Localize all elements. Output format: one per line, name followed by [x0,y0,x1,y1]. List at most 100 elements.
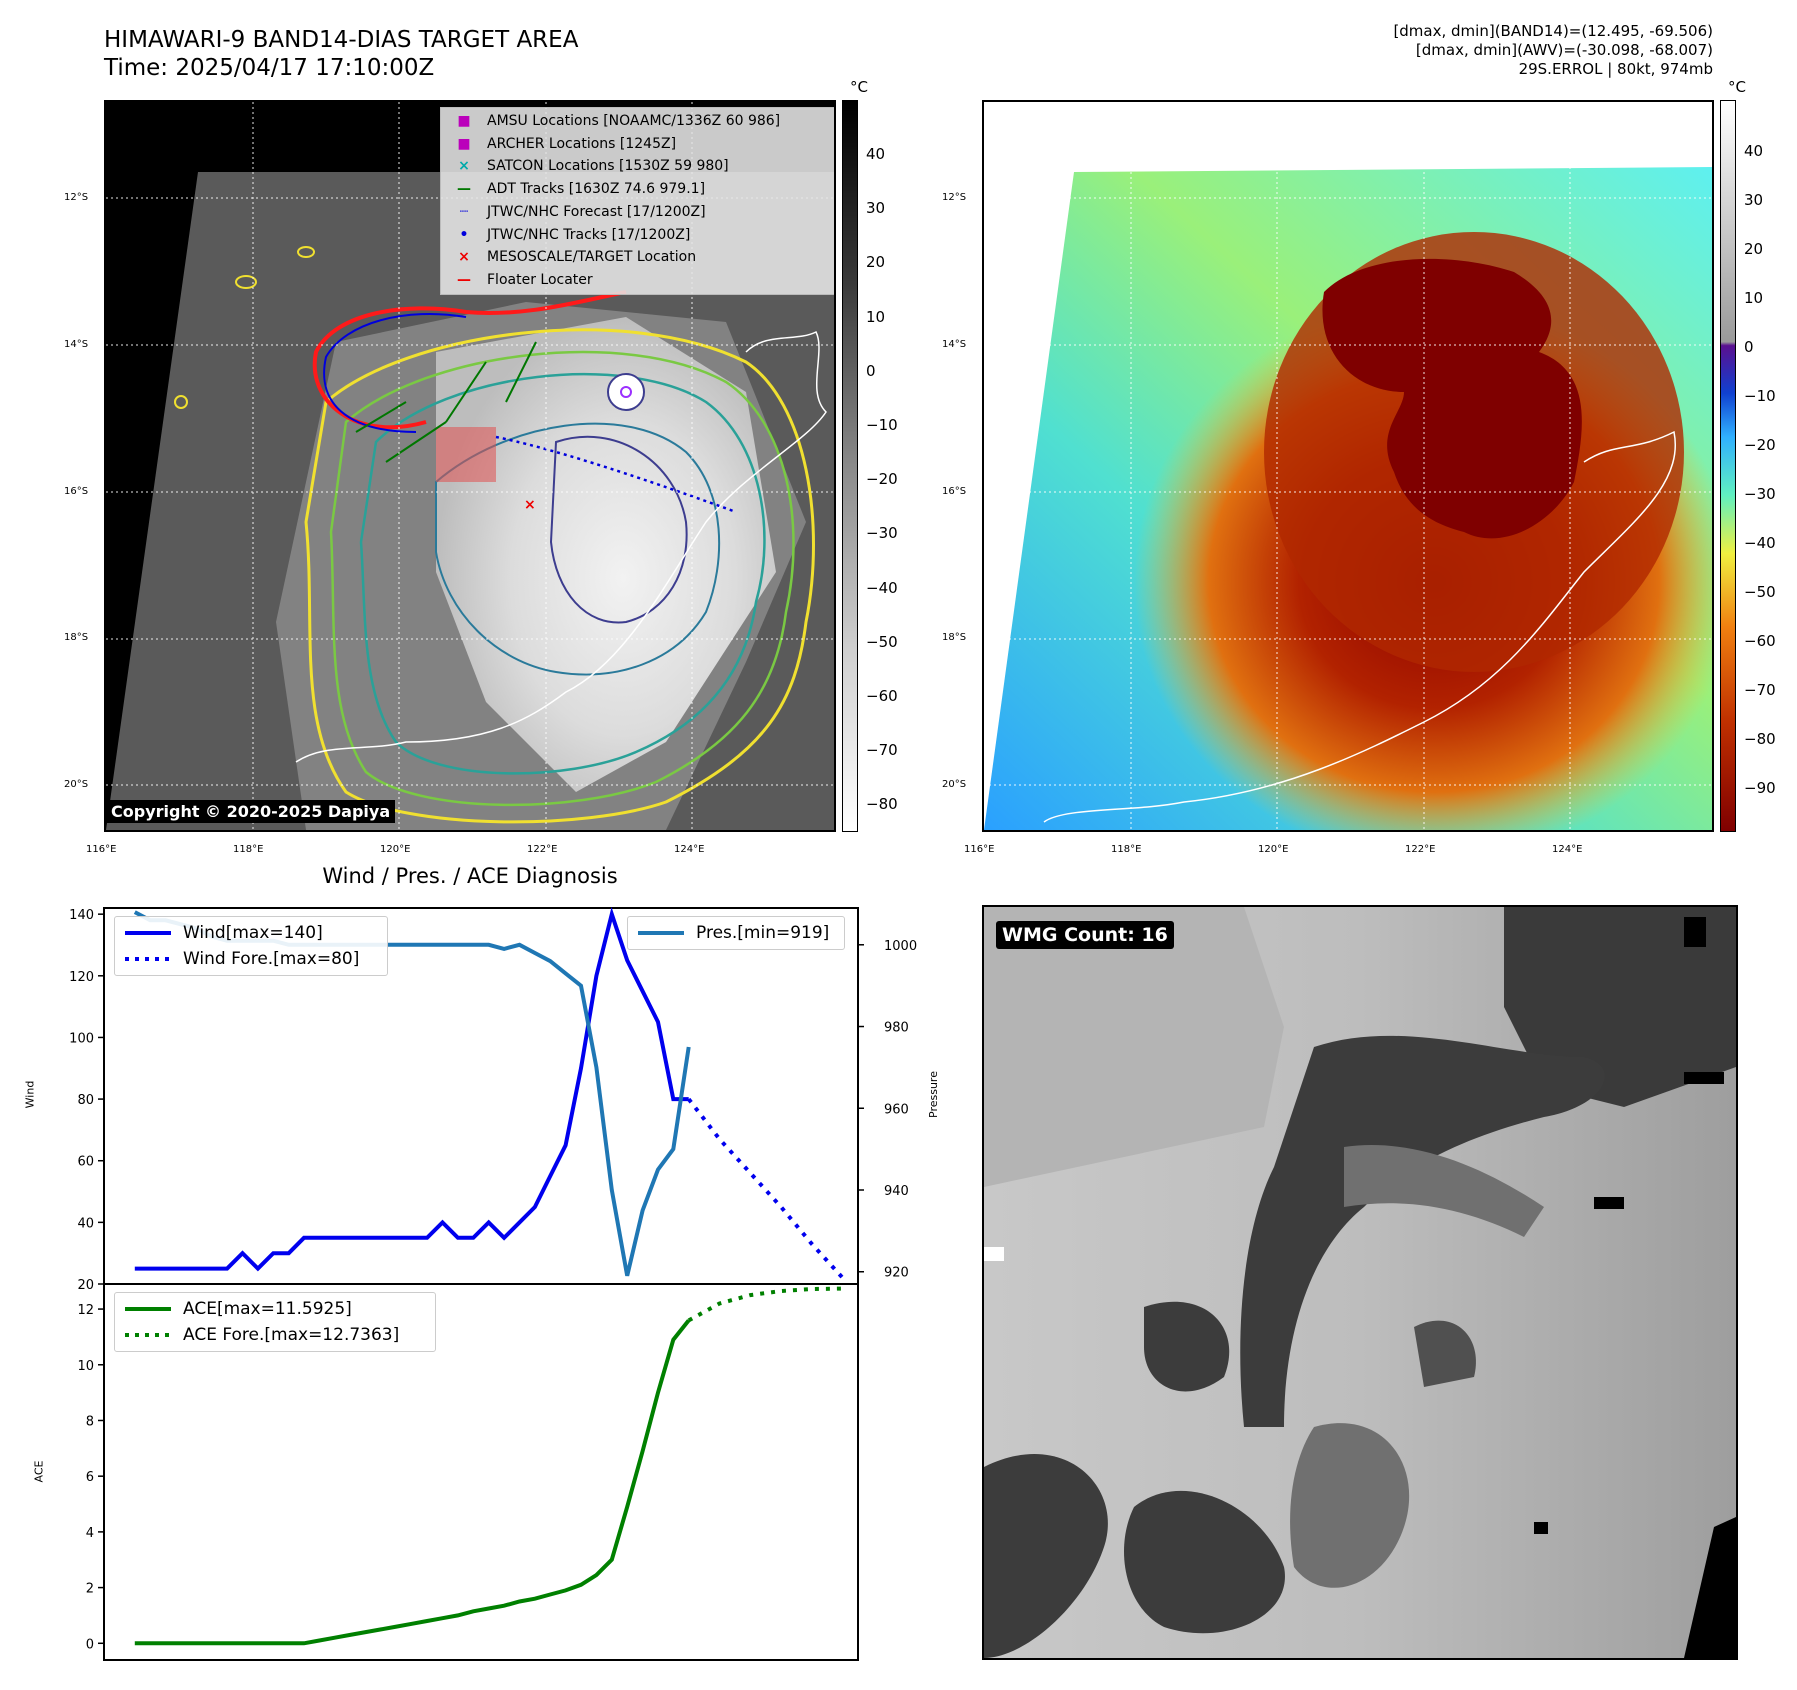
ace-y-tick-label: 10 [77,1359,94,1374]
legend-symbol-icon: × [458,158,470,175]
left-colorbar-tick-label: −10 [866,416,898,434]
title-line-2: Time: 2025/04/17 17:10:00Z [104,55,435,81]
series-line-ace-forecast [687,1286,843,1323]
wind-y-tick-label: 20 [77,1278,94,1293]
wmg-count-badge: WMG Count: 16 [996,921,1174,949]
left-colorbar-tick-label: −70 [866,741,898,760]
latitude-label: 20°S [942,779,967,790]
longitude-label: 116°E [964,844,995,855]
legend-label: SATCON Locations [1530Z 59 980] [487,158,729,175]
right-colorbar-tick-label: −90 [1744,779,1776,797]
pressure-y-tick-label: 920 [884,1266,909,1281]
longitude-label: 124°E [674,844,705,855]
left-map-legend: ■ AMSU Locations [NOAAMC/1336Z 60 986] ■ AR… [440,107,834,295]
ace-y-tick-label: 8 [86,1414,94,1429]
ace-y-tick-label: 2 [86,1582,94,1597]
latitude-label: 18°S [942,632,967,643]
title-line-1: HIMAWARI-9 BAND14-DIAS TARGET AREA [104,27,579,53]
longitude-label: 120°E [380,844,411,855]
left-colorbar-tick-label: 10 [866,307,886,326]
copyright-badge: Copyright © 2020-2025 Dapiya [106,800,396,823]
info-line-2: [dmax, dmin](AWV)=(-30.098, -68.007) [1415,41,1713,59]
right-colorbar-tick-label: 0 [1744,338,1754,356]
legend-wind: Wind[max=140] [183,923,323,943]
left-colorbar-tick-label: 30 [866,199,886,218]
wmg-image [984,907,1736,1658]
right-colorbar-tick-label: 20 [1744,240,1764,258]
pressure-legend: Pres.[min=919] [627,916,845,950]
left-colorbar-tick-label: 20 [866,253,886,272]
legend-item: ┈ JTWC/NHC Forecast [17/1200Z] [449,201,829,224]
latitude-label: 14°S [942,339,967,350]
info-line-3: 29S.ERROL | 80kt, 974mb [1518,60,1713,78]
right-map-image [984,102,1712,830]
left-colorbar-tick-label: −20 [866,470,898,489]
wind-y-tick-label: 40 [77,1216,94,1231]
right-map-panel [982,100,1714,832]
info-line-1: [dmax, dmin](BAND14)=(12.495, -69.506) [1393,22,1713,40]
series-line-wind-forecast [687,1097,845,1280]
legend-item: ■ ARCHER Locations [1245Z] [449,133,829,156]
latitude-label: 16°S [64,486,89,497]
right-colorbar-tick-label: −30 [1744,485,1776,503]
legend-item: — ADT Tracks [1630Z 74.6 979.1] [449,178,829,201]
right-colorbar-tick-label: −40 [1744,534,1776,552]
latitude-label: 12°S [64,192,89,203]
wind-y-tick-label: 140 [69,908,94,923]
left-map-image: × [106,102,834,830]
legend-ace: ACE[max=11.5925] [183,1299,352,1319]
left-colorbar-unit: °C [850,78,868,96]
left-colorbar-tick-label: −60 [866,687,898,705]
ace-y-tick-label: 6 [86,1470,94,1485]
latitude-label: 18°S [64,632,89,643]
legend-item: — Floater Locater [449,269,829,292]
legend-item: ■ AMSU Locations [NOAAMC/1336Z 60 986] [449,110,829,133]
wind-axis-title: Wind [23,1080,37,1109]
legend-label: JTWC/NHC Forecast [17/1200Z] [487,203,706,220]
series-line-ace [134,1319,691,1646]
right-colorbar-tick-label: 10 [1744,289,1764,307]
left-colorbar-tick-label: −80 [866,795,898,814]
info-block: [dmax, dmin](BAND14)=(12.495, -69.506) [… [1393,22,1713,79]
left-colorbar [842,100,858,832]
ace-y-tick-label: 4 [86,1526,94,1541]
legend-wind-forecast: Wind Fore.[max=80] [183,949,360,969]
longitude-label: 116°E [86,844,117,855]
longitude-label: 124°E [1552,844,1583,855]
latitude-label: 14°S [64,339,89,350]
legend-item: × MESOSCALE/TARGET Location [449,246,829,269]
longitude-label: 122°E [1405,844,1436,855]
legend-symbol-icon: — [457,271,471,288]
longitude-label: 118°E [1111,844,1142,855]
legend-symbol-icon: — [457,181,471,198]
wind-y-tick-label: 60 [77,1155,94,1170]
legend-label: MESOSCALE/TARGET Location [487,249,697,266]
wind-legend: Wind[max=140] Wind Fore.[max=80] [114,916,388,976]
legend-label: ADT Tracks [1630Z 74.6 979.1] [487,181,706,198]
right-colorbar-tick-label: −60 [1744,632,1776,650]
right-colorbar-tick-label: 40 [1744,142,1764,160]
legend-symbol-icon: ┈ [459,203,469,220]
wind-y-tick-label: 120 [69,970,94,985]
right-colorbar-tick-label: −80 [1744,730,1776,748]
latitude-label: 20°S [64,779,89,790]
svg-text:×: × [524,497,536,513]
left-map-panel: × ■ AMSU Locations [NOAAMC/1336Z 60 986] ■… [104,100,836,832]
legend-label: AMSU Locations [NOAAMC/1336Z 60 986] [487,113,781,129]
wmg-panel: WMG Count: 16 [982,905,1738,1660]
legend-ace-forecast: ACE Fore.[max=12.7363] [183,1325,400,1345]
pressure-axis-title: Pressure [926,1071,940,1118]
latitude-label: 16°S [942,486,967,497]
right-colorbar-tick-label: −70 [1744,681,1776,699]
legend-label: ARCHER Locations [1245Z] [487,135,677,152]
legend-symbol-icon: × [458,249,470,266]
pressure-y-tick-label: 980 [884,1021,909,1036]
legend-symbol-icon: • [459,226,469,243]
diagnosis-title: Wind / Pres. / ACE Diagnosis [322,864,618,888]
ace-y-tick-label: 12 [77,1303,94,1318]
longitude-label: 118°E [233,844,264,855]
left-colorbar-tick-label: −50 [866,632,898,651]
latitude-label: 12°S [942,192,967,203]
longitude-label: 120°E [1258,844,1289,855]
legend-item: × SATCON Locations [1530Z 59 980] [449,155,829,178]
